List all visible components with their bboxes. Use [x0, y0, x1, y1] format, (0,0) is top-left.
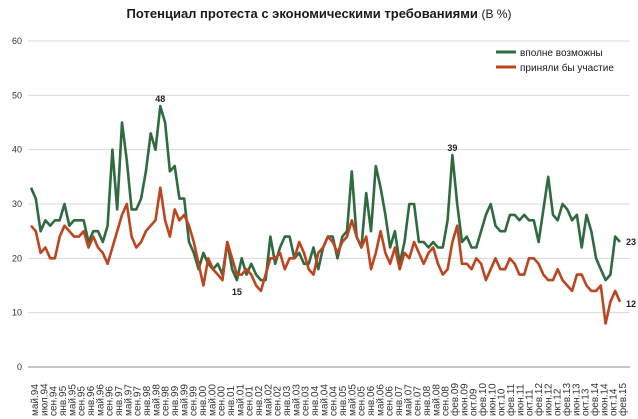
x-tick-label: июн.13 [571, 383, 582, 416]
y-tick-label: 60 [12, 36, 22, 46]
x-tick-label: янв.04 [310, 385, 321, 416]
x-tick-label: май.06 [375, 384, 386, 416]
x-tick-label: май.00 [207, 384, 218, 416]
x-tick-label: сен.95 [77, 386, 88, 416]
x-tick-label: янв.03 [282, 385, 293, 416]
x-tick-label: янв.98 [142, 385, 153, 416]
data-label: 23 [626, 237, 636, 247]
x-tick-label: янв.06 [366, 385, 377, 416]
x-tick-label: май.95 [67, 384, 78, 416]
x-tick-label: сен.01 [245, 386, 256, 416]
x-tick-label: фев.13 [561, 383, 573, 416]
x-tick-label: июн.09 [459, 383, 470, 416]
y-tick-label: 0 [17, 362, 22, 372]
x-tick-label: сен.05 [357, 386, 368, 416]
x-tick-label: фев.11 [505, 383, 517, 416]
x-tick-label: май.94 [30, 384, 41, 416]
x-tick-label: сен.02 [273, 386, 284, 416]
x-tick-label: июн.12 [543, 383, 554, 416]
x-tick-label: июн.10 [487, 383, 498, 416]
x-tick-label: сен.98 [161, 386, 172, 416]
x-tick-label: фев.12 [533, 383, 545, 416]
x-tick-label: янв.97 [114, 385, 125, 416]
x-tick-label: сен.04 [329, 386, 340, 416]
legend-label: вполне возможны [520, 48, 603, 59]
series-layer: 48 39 23 12 15 [29, 94, 636, 325]
chart-title: Потенциал протеста с экономическими треб… [0, 6, 638, 21]
x-tick-label: янв.99 [170, 385, 181, 416]
x-tick-label: сен.06 [385, 386, 396, 416]
data-label: 48 [155, 94, 165, 104]
x-tick-label: янв.95 [58, 385, 69, 416]
x-tick-label: май.97 [123, 384, 134, 416]
x-tick-label: окт.09 [469, 388, 480, 416]
x-tick-label: янв.08 [422, 385, 433, 416]
x-tick-label: янв.05 [338, 385, 349, 416]
x-tick-label: фев.09 [449, 383, 461, 416]
x-tick-label: май.07 [403, 384, 414, 416]
x-tick-label: сен.00 [217, 386, 228, 416]
x-tick-label: окт.12 [553, 388, 564, 416]
y-tick-label: 40 [12, 145, 22, 155]
x-tick-label: сен.03 [301, 386, 312, 416]
x-tick-label: май.02 [263, 384, 274, 416]
x-tick-label: окт.13 [581, 388, 592, 416]
x-tick-label: фев.10 [477, 383, 489, 416]
x-tick-label: окт.11 [525, 389, 536, 416]
x-tick-label: сен.99 [189, 386, 200, 416]
data-label: 39 [447, 143, 457, 153]
series-line-1 [29, 104, 621, 282]
x-tick-label: янв.01 [226, 385, 237, 416]
legend-label: приняли бы участие [520, 62, 614, 74]
x-tick-label: фев.15 [617, 383, 629, 416]
legend: вполне возможны приняли бы участие [496, 48, 614, 74]
x-tick-label: май.96 [95, 384, 106, 416]
chart-title-text: Потенциал протеста с экономическими треб… [126, 6, 478, 21]
x-tick-label: окт.10 [497, 388, 508, 416]
y-tick-label: 20 [12, 253, 22, 263]
y-tick-label: 10 [12, 308, 22, 318]
x-tick-label: сен.08 [441, 386, 452, 416]
chart-title-unit: (В %) [481, 7, 512, 21]
x-tick-label: янв.02 [254, 385, 265, 416]
x-tick-label: янв.07 [394, 385, 405, 416]
x-tick-label: фев.14 [589, 383, 601, 416]
x-tick-label: сен.97 [133, 386, 144, 416]
x-tick-label: сен.94 [49, 386, 60, 416]
data-label-bottom: 15 [232, 287, 242, 297]
x-tick-label: сен.07 [413, 386, 424, 416]
x-tick-label: сен.96 [105, 386, 116, 416]
x-tick-label: янв.00 [198, 385, 209, 416]
x-tick-label: май.98 [151, 384, 162, 416]
x-tick-label: май.04 [319, 384, 330, 416]
x-tick-label: май.05 [347, 384, 358, 416]
x-axis-ticks: май.94июл.94сен.94янв.95май.95сен.95янв.… [30, 383, 629, 416]
x-tick-label: июн.11 [515, 384, 526, 416]
x-tick-label: июл.94 [39, 383, 50, 416]
y-axis-ticks: 0 10 20 30 40 50 60 [12, 36, 22, 372]
x-tick-label: окт.14 [609, 388, 620, 416]
data-label: 12 [626, 299, 636, 309]
x-tick-label: май.01 [235, 384, 246, 416]
y-tick-label: 50 [12, 90, 22, 100]
series-line-2 [30, 186, 622, 325]
x-tick-label: июн.14 [599, 383, 610, 416]
x-tick-label: май.08 [431, 384, 442, 416]
x-tick-label: май.03 [291, 384, 302, 416]
x-tick-label: май.99 [179, 384, 190, 416]
x-tick-label: янв.96 [86, 385, 97, 416]
y-tick-label: 30 [12, 199, 22, 209]
